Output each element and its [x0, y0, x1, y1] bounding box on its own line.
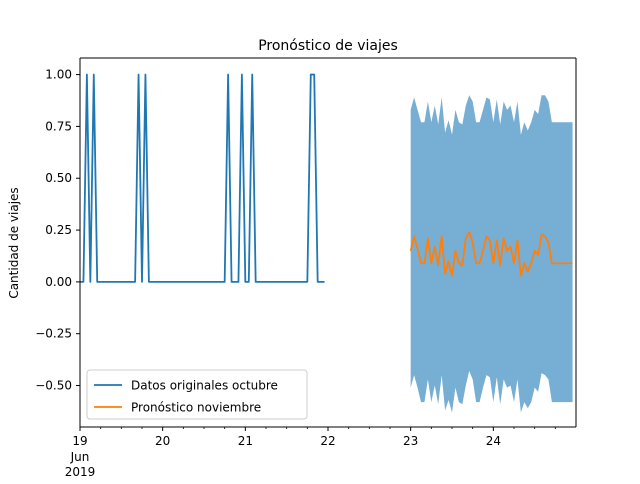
legend-box	[86, 369, 308, 420]
x-tick-label: 21	[238, 434, 253, 448]
legend: Datos originales octubre Pronóstico novi…	[86, 369, 308, 420]
y-tick-label: −0.25	[35, 327, 72, 341]
series-line-original	[80, 73, 325, 283]
series-line-forecast	[409, 231, 573, 277]
y-axis-label: Cantidad de viajes	[7, 187, 21, 298]
y-tick-label: 0.25	[45, 223, 72, 237]
y-tick-label: 0.00	[45, 275, 72, 289]
chart-title: Pronóstico de viajes	[258, 38, 398, 54]
x-tick-sublabel: Jun	[70, 450, 90, 464]
legend-label-original: Datos originales octubre	[131, 379, 278, 393]
x-tick-label: 22	[320, 434, 335, 448]
y-tick-label: −0.50	[35, 379, 72, 393]
x-tick-sublabel: 2019	[65, 465, 96, 479]
y-tick-label: 0.75	[45, 119, 72, 133]
y-tick-label: 1.00	[45, 68, 72, 82]
x-tick-label: 20	[155, 434, 170, 448]
legend-label-forecast: Pronóstico noviembre	[131, 401, 261, 415]
plot-area	[80, 73, 573, 413]
x-tick-label: 24	[486, 434, 501, 448]
x-tick-label: 19	[72, 434, 87, 448]
x-tick-label: 23	[403, 434, 418, 448]
y-tick-label: 0.50	[45, 171, 72, 185]
